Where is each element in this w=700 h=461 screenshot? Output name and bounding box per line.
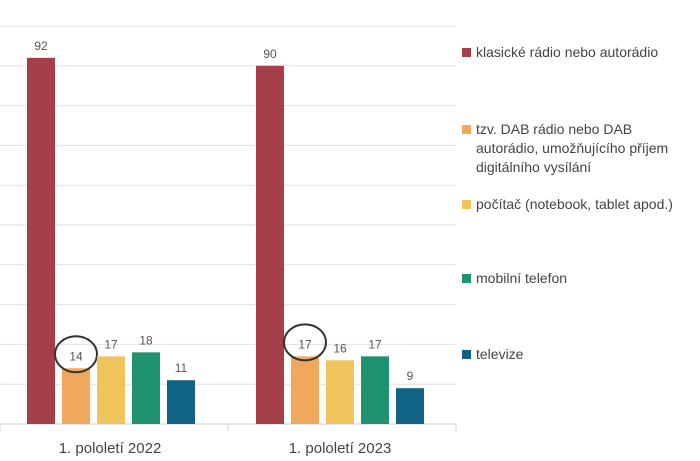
legend-item: klasické rádio nebo autorádio bbox=[462, 43, 698, 62]
bar bbox=[256, 65, 284, 425]
legend-swatch bbox=[462, 350, 471, 359]
bar bbox=[291, 356, 319, 424]
bar bbox=[97, 356, 125, 424]
legend-swatch bbox=[462, 125, 471, 134]
legend-label: počítač (notebook, tablet apod.) bbox=[476, 196, 673, 212]
x-tick-label: 1. pololetí 2022 bbox=[59, 440, 162, 457]
data-label: 17 bbox=[298, 337, 312, 351]
chart-legend: klasické rádio nebo autorádio tzv. DAB rá… bbox=[462, 0, 700, 461]
bar bbox=[132, 352, 160, 424]
data-label: 90 bbox=[263, 47, 277, 61]
data-label: 17 bbox=[368, 337, 382, 351]
legend-label: televize bbox=[476, 346, 524, 362]
data-label: 92 bbox=[34, 39, 48, 53]
legend-swatch bbox=[462, 200, 471, 209]
data-label: 11 bbox=[175, 361, 188, 375]
x-tick-label: 1. pololetí 2023 bbox=[289, 440, 392, 457]
bar bbox=[62, 368, 90, 424]
legend-item: tzv. DAB rádio nebo DAB autorádio, umožň… bbox=[462, 120, 698, 177]
legend-swatch bbox=[462, 274, 471, 283]
bar bbox=[396, 388, 424, 424]
data-label: 17 bbox=[104, 337, 118, 351]
legend-label: tzv. DAB rádio nebo DAB autorádio, umožň… bbox=[476, 121, 669, 175]
bar bbox=[27, 57, 55, 425]
data-label: 18 bbox=[139, 333, 153, 347]
bar bbox=[167, 380, 195, 424]
legend-swatch bbox=[462, 48, 471, 57]
data-label: 14 bbox=[69, 349, 83, 363]
data-label: 16 bbox=[333, 341, 347, 355]
bar bbox=[361, 356, 389, 424]
bar bbox=[326, 360, 354, 424]
highlight-circle bbox=[283, 323, 327, 362]
legend-label: klasické rádio nebo autorádio bbox=[476, 44, 659, 60]
legend-item: televize bbox=[462, 345, 698, 364]
legend-item: počítač (notebook, tablet apod.) bbox=[462, 195, 698, 214]
data-label: 9 bbox=[407, 369, 414, 383]
highlight-circle bbox=[54, 335, 98, 374]
legend-label: mobilní telefon bbox=[476, 270, 568, 286]
legend-item: mobilní telefon bbox=[462, 269, 698, 288]
